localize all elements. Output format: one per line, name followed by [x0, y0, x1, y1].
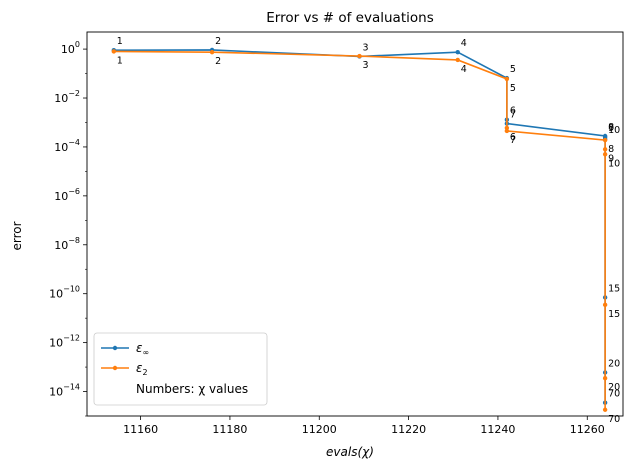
y-tick-label: 10−12 [49, 334, 80, 350]
chi-label: 6 [510, 132, 516, 143]
y-axis: 100 10−2 10−4 10−6 10−8 10−10 10−12 10−14 [49, 40, 87, 417]
y-tick-label: 10−8 [54, 236, 80, 252]
x-tick-label: 11200 [302, 423, 337, 436]
data-point [602, 376, 608, 381]
chi-label: 3 [362, 60, 368, 71]
legend-marker [112, 345, 118, 351]
data-point [455, 57, 460, 63]
chi-label: 15 [608, 283, 620, 294]
chi-label: 20 [608, 359, 620, 370]
y-axis-label: error [10, 221, 24, 250]
chi-label: 5 [510, 83, 516, 94]
x-axis: 11160 11180 11200 11220 11240 11260 [123, 416, 605, 436]
x-tick-label: 11180 [212, 423, 247, 436]
x-axis-label: evals(χ) [326, 445, 374, 459]
chi-label: 7 [510, 135, 516, 146]
chi-label: 8 [608, 122, 614, 133]
series-eps-2 [111, 49, 608, 412]
chi-label: 9 [608, 123, 614, 134]
x-tick-label: 11220 [391, 423, 426, 436]
legend-entry: ε2 [136, 361, 148, 377]
data-point [209, 49, 215, 55]
chi-label: 15 [608, 309, 620, 320]
chi-label: 70 [608, 389, 620, 400]
legend-marker [112, 365, 118, 371]
data-point [504, 125, 510, 131]
legend: ε∞ ε2 Numbers: χ values [93, 332, 268, 406]
chi-label: 1 [117, 55, 123, 66]
chi-label: 70 [608, 414, 620, 425]
y-tick-label: 10−10 [49, 285, 80, 301]
x-tick-label: 11240 [480, 423, 515, 436]
chi-label: 9 [608, 153, 614, 164]
chi-label: 5 [510, 64, 516, 75]
chi-label: 3 [362, 42, 368, 53]
chi-label: 2 [215, 36, 221, 47]
data-point [455, 49, 460, 55]
data-point [602, 137, 608, 143]
chi-label: 8 [608, 144, 614, 155]
chi-label: 10 [608, 158, 620, 169]
data-point [111, 49, 117, 54]
chi-label: 10 [608, 125, 620, 136]
chi-label: 4 [461, 38, 467, 49]
data-point [504, 76, 510, 82]
y-tick-label: 10−4 [54, 138, 80, 154]
chi-label: 2 [215, 56, 221, 67]
series-layer [111, 47, 608, 412]
y-tick-label: 10−6 [54, 187, 80, 203]
chi-label: 20 [608, 382, 620, 393]
legend-note: Numbers: χ values [136, 382, 248, 396]
data-point [602, 147, 608, 152]
chi-label: 6 [510, 106, 516, 117]
x-tick-label: 11160 [123, 423, 158, 436]
legend-box [93, 332, 268, 406]
legend-entry: ε∞ [136, 341, 149, 357]
data-point [504, 128, 510, 134]
y-tick-label: 10−2 [54, 89, 80, 105]
x-tick-label: 11260 [570, 423, 605, 436]
chi-label: 1 [117, 36, 123, 47]
y-tick-label: 10−14 [49, 383, 80, 399]
data-point [602, 407, 608, 412]
chi-label: 4 [461, 64, 467, 75]
data-point [357, 53, 362, 59]
plot-area [86, 31, 624, 417]
data-point [602, 302, 608, 308]
chi-label: 7 [510, 110, 516, 121]
chart-title: Error vs # of evaluations [266, 10, 433, 26]
y-tick-label: 100 [61, 40, 80, 56]
plot-frame [86, 31, 624, 417]
data-point [602, 152, 608, 157]
